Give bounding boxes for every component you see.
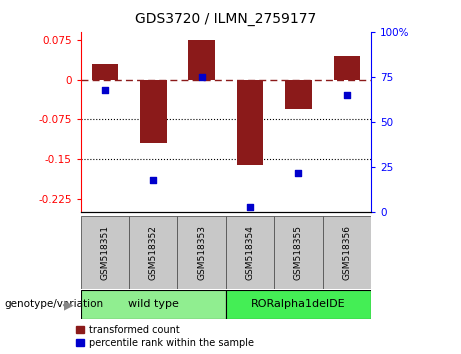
Text: RORalpha1delDE: RORalpha1delDE: [251, 299, 346, 309]
Bar: [323, 216, 371, 289]
Text: GSM518352: GSM518352: [149, 225, 158, 280]
Point: [149, 177, 157, 183]
Bar: [81, 290, 226, 319]
Bar: [334, 56, 360, 80]
Text: GSM518356: GSM518356: [343, 225, 351, 280]
Point: [246, 204, 254, 210]
Text: genotype/variation: genotype/variation: [5, 299, 104, 309]
Bar: [189, 40, 215, 80]
Text: GSM518351: GSM518351: [100, 225, 109, 280]
Text: ▶: ▶: [64, 298, 74, 311]
Legend: transformed count, percentile rank within the sample: transformed count, percentile rank withi…: [77, 325, 254, 348]
Bar: [237, 80, 263, 165]
Text: GSM518353: GSM518353: [197, 225, 206, 280]
Bar: [177, 216, 226, 289]
Point: [198, 74, 205, 80]
Bar: [129, 216, 177, 289]
Bar: [226, 216, 274, 289]
Bar: [274, 216, 323, 289]
Bar: [92, 64, 118, 80]
Bar: [226, 290, 371, 319]
Point: [101, 87, 109, 92]
Bar: [81, 216, 129, 289]
Point: [295, 170, 302, 176]
Bar: [140, 80, 166, 143]
Point: [343, 92, 350, 98]
Text: wild type: wild type: [128, 299, 179, 309]
Text: GSM518355: GSM518355: [294, 225, 303, 280]
Bar: [285, 80, 312, 109]
Text: GSM518354: GSM518354: [246, 225, 254, 280]
Text: GDS3720 / ILMN_2759177: GDS3720 / ILMN_2759177: [135, 12, 317, 27]
